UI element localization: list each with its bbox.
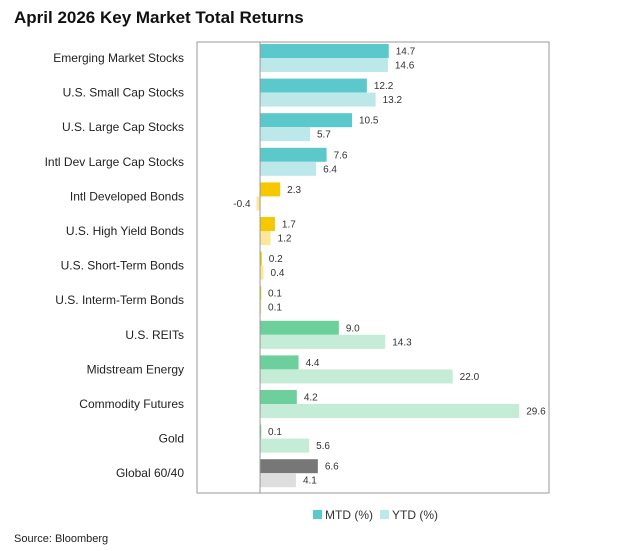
bar-mtd — [260, 459, 318, 474]
category-label: U.S. High Yield Bonds — [66, 224, 184, 238]
category-label: U.S. Small Cap Stocks — [63, 86, 184, 100]
bar-ytd — [260, 58, 388, 72]
bar-mtd — [260, 44, 389, 58]
value-label-mtd: 4.2 — [304, 393, 318, 404]
bar-mtd — [260, 355, 299, 370]
value-label-mtd: 4.4 — [306, 358, 320, 369]
bar-ytd — [260, 265, 264, 280]
value-label-mtd: 7.6 — [334, 150, 348, 161]
category-label: U.S. REITs — [125, 328, 184, 342]
legend-swatch-mtd — [313, 510, 322, 519]
bar-mtd — [260, 78, 367, 93]
category-label: Gold — [159, 432, 184, 446]
legend-label-ytd: YTD (%) — [392, 508, 438, 522]
value-label-ytd: 6.4 — [323, 164, 337, 175]
bar-mtd — [260, 147, 327, 162]
value-label-mtd: 6.6 — [325, 462, 339, 473]
bar-ytd — [260, 127, 310, 142]
bar-ytd — [260, 404, 520, 418]
value-label-ytd: 22.0 — [460, 372, 480, 383]
category-label: Emerging Market Stocks — [53, 51, 184, 65]
value-label-mtd: 9.0 — [346, 323, 360, 334]
value-label-mtd: 10.5 — [359, 116, 379, 127]
value-label-ytd: 13.2 — [383, 95, 403, 106]
category-label: Commodity Futures — [79, 397, 184, 411]
legend: MTD (%) YTD (%) — [313, 508, 438, 522]
bar-ytd — [260, 473, 296, 488]
value-labels-group: 14.7 14.612.2 13.2 10.5 5.77.6 6.4 2.3 -0.4 1.7 1… — [233, 47, 546, 487]
value-label-ytd: 5.7 — [317, 130, 331, 141]
plot-frame — [196, 41, 550, 494]
legend-swatch-ytd — [380, 510, 389, 519]
bar-ytd — [260, 92, 376, 107]
value-label-mtd: 12.2 — [374, 81, 394, 92]
chart-title: April 2026 Key Market Total Returns — [14, 8, 304, 27]
source-note: Source: Bloomberg — [14, 533, 109, 545]
bar-ytd — [256, 196, 261, 211]
bar-mtd — [260, 251, 262, 266]
bar-mtd — [260, 113, 352, 128]
bar-ytd — [260, 334, 386, 349]
category-labels-group: Emerging Market Stocks U.S. Small Cap Sto… — [45, 51, 185, 480]
value-label-ytd: 4.1 — [303, 476, 317, 487]
category-label: Intl Dev Large Cap Stocks — [45, 155, 184, 169]
value-label-ytd: 5.6 — [316, 441, 330, 452]
bar-mtd — [260, 390, 297, 404]
value-label-ytd: 14.3 — [392, 337, 412, 348]
bars-group — [256, 44, 520, 488]
value-label-ytd: 0.1 — [268, 303, 282, 314]
value-label-mtd: 1.7 — [282, 220, 296, 231]
category-label: Midstream Energy — [87, 362, 184, 376]
bar-ytd — [260, 161, 317, 176]
bar-mtd — [260, 217, 275, 231]
value-label-mtd: 2.3 — [287, 185, 301, 196]
bar-mtd — [260, 286, 262, 301]
legend-label-mtd: MTD (%) — [325, 508, 373, 522]
bar-mtd — [260, 424, 262, 439]
bar-ytd — [260, 300, 262, 315]
bar-mtd — [260, 320, 339, 335]
bar-mtd — [260, 182, 281, 197]
category-label: U.S. Short-Term Bonds — [61, 259, 184, 273]
bar-ytd — [260, 438, 310, 453]
value-label-mtd: 14.7 — [396, 47, 416, 58]
bar-ytd — [260, 231, 271, 245]
value-label-mtd: 0.1 — [268, 289, 282, 300]
value-label-mtd: 0.2 — [269, 254, 283, 265]
category-label: U.S. Large Cap Stocks — [62, 120, 184, 134]
value-label-ytd: 1.2 — [278, 234, 292, 245]
value-label-ytd: 14.6 — [395, 61, 415, 72]
value-label-mtd: 0.1 — [268, 427, 282, 438]
value-label-ytd: -0.4 — [233, 199, 251, 210]
value-label-ytd: 0.4 — [271, 268, 285, 279]
category-label: Global 60/40 — [116, 466, 184, 480]
value-label-ytd: 29.6 — [526, 407, 546, 418]
category-label: U.S. Interm-Term Bonds — [55, 293, 184, 307]
bar-ytd — [260, 369, 453, 384]
category-label: Intl Developed Bonds — [70, 189, 184, 203]
